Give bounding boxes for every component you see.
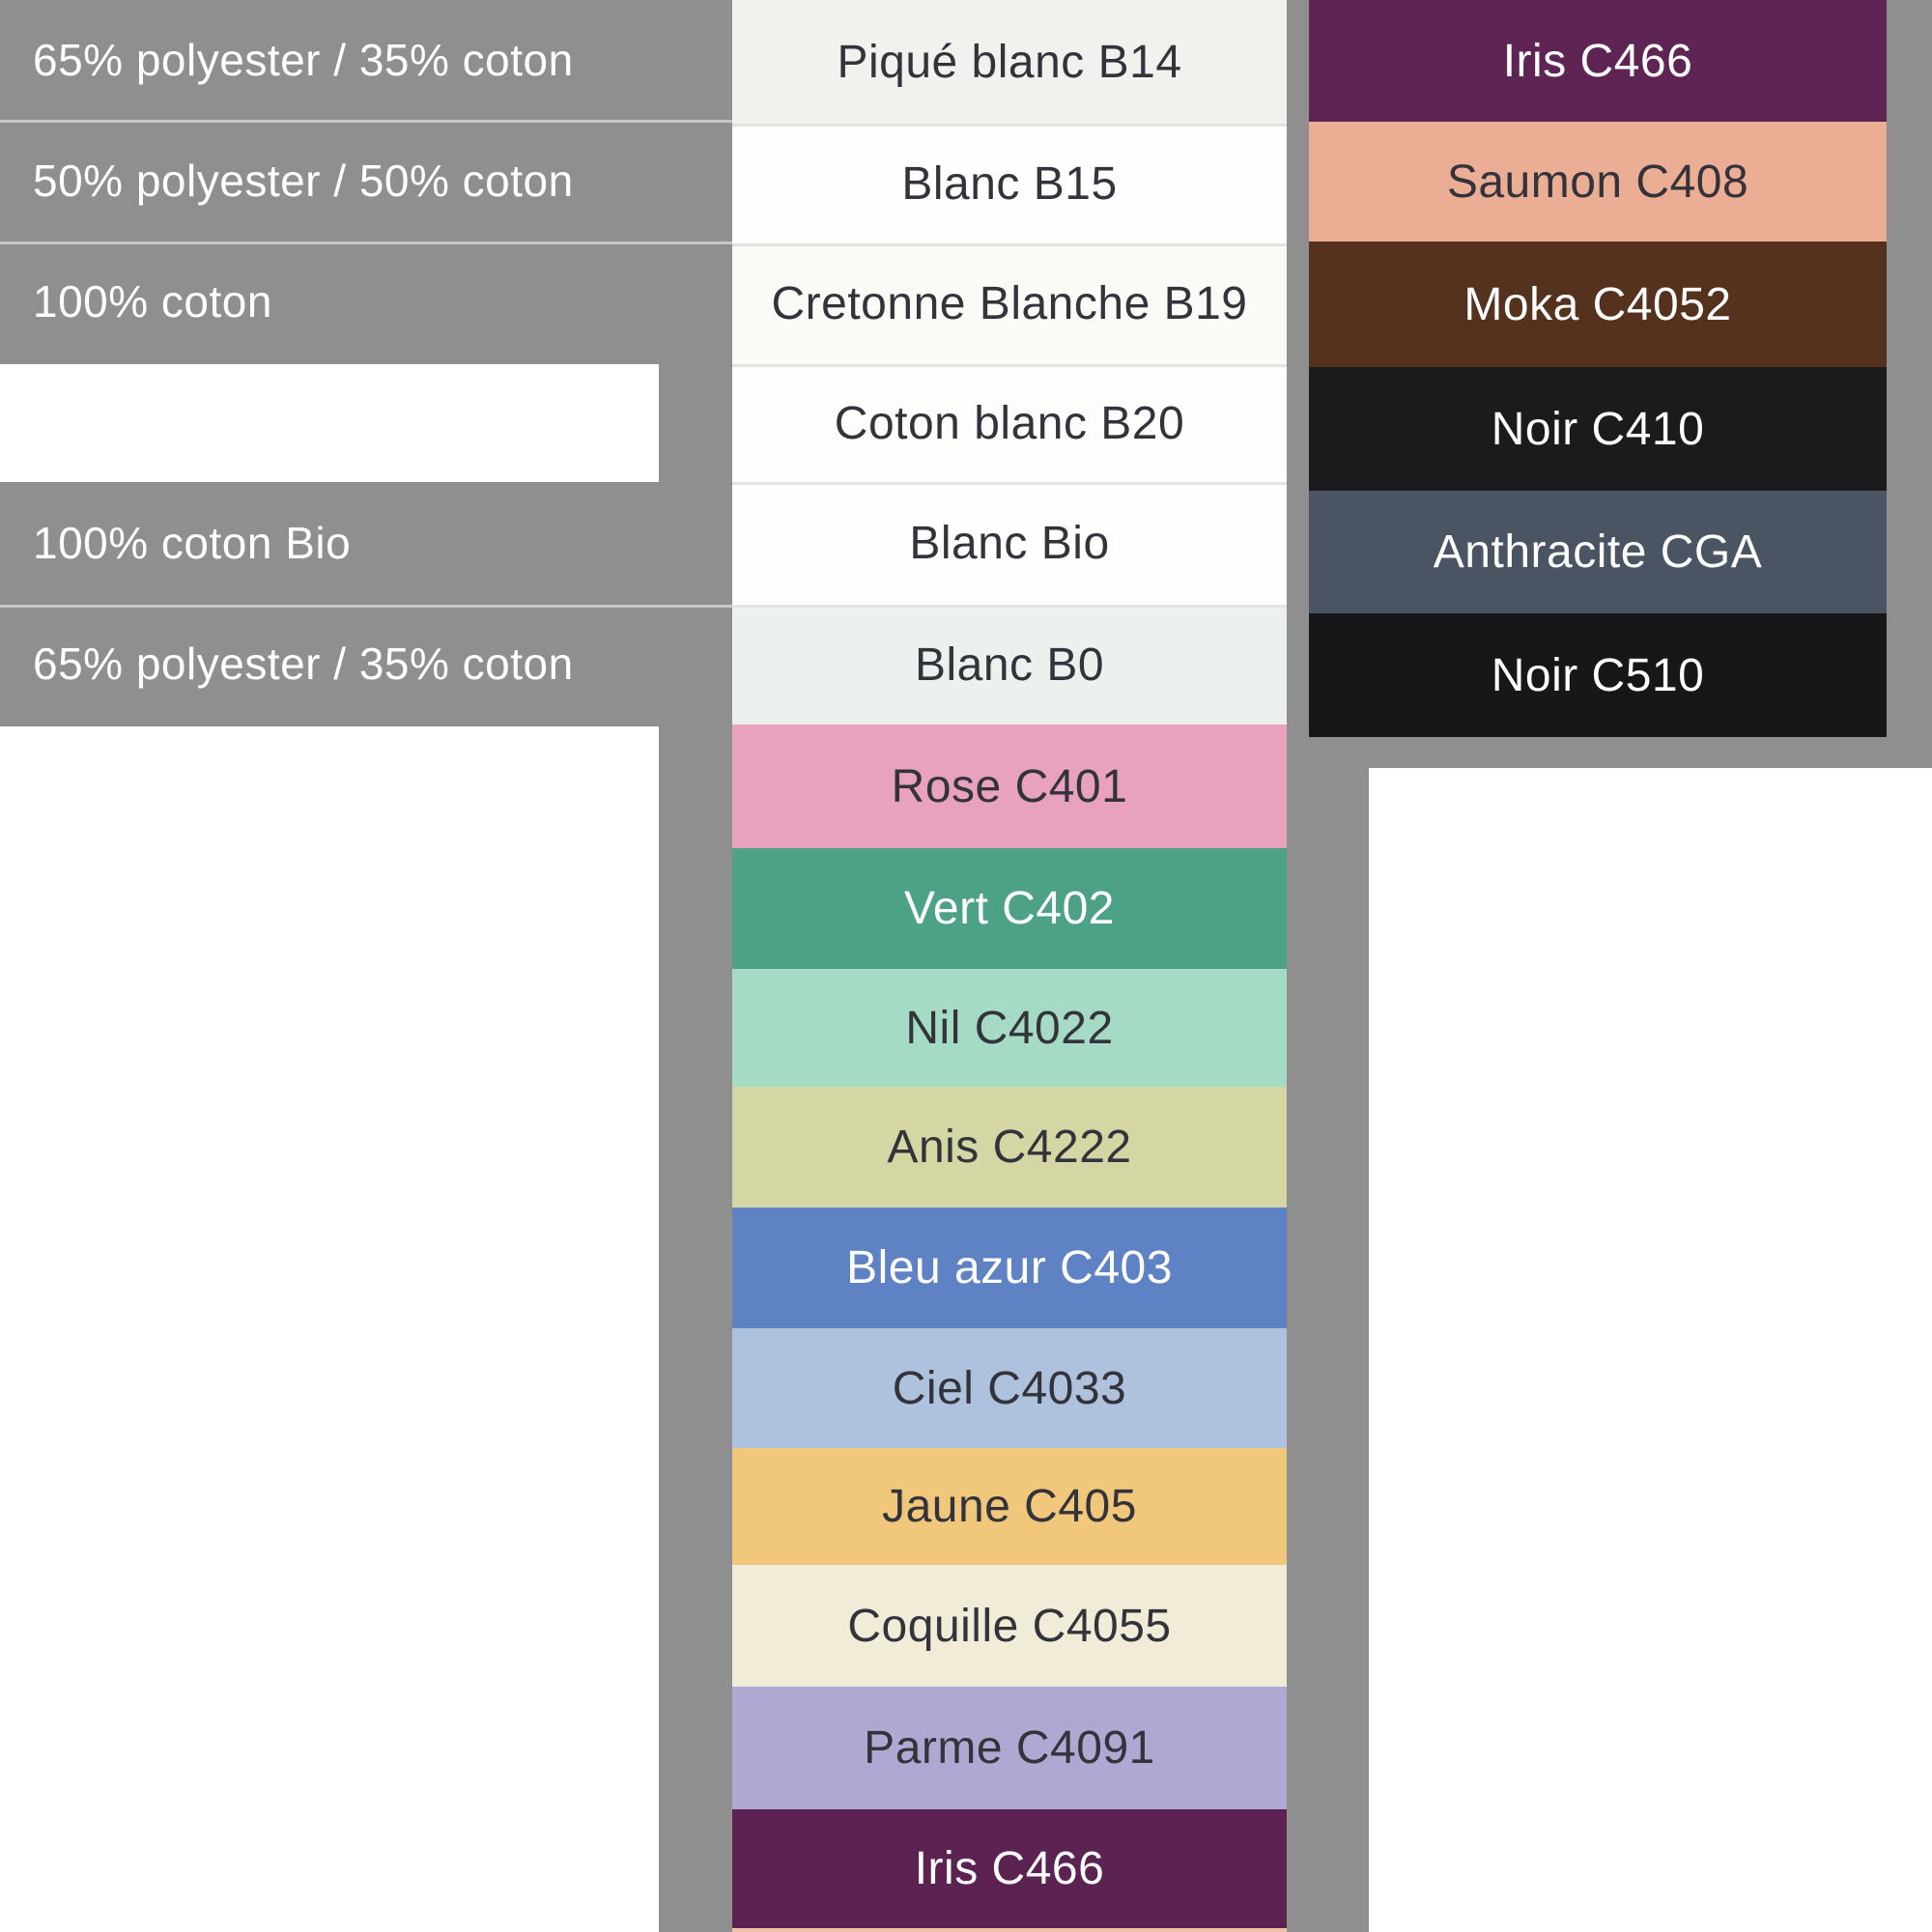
swatch-name-label: Parme C4091: [864, 1722, 1155, 1774]
swatch-name-label: Noir C410: [1491, 403, 1705, 455]
fabric-composition-label: 65% polyester / 35% coton: [33, 35, 574, 85]
swatch-name-label: Piqué blanc B14: [837, 36, 1182, 88]
swatch-name-label: Blanc B15: [901, 157, 1118, 210]
fabric-swatch-row: Iris C466: [732, 1809, 1287, 1928]
fabric-composition-label: 100% coton Bio: [33, 518, 352, 568]
fabric-swatch-row: Saumon C408: [1309, 122, 1887, 242]
fabric-swatch-row: Anis C4222: [732, 1087, 1287, 1208]
swatch-name-label: Anthracite CGA: [1433, 526, 1763, 578]
swatch-name-label: Coton blanc B20: [834, 397, 1185, 449]
fabric-swatch-row: Coquille C4055: [732, 1565, 1287, 1687]
fabric-swatch-row: Blanc Bio: [732, 482, 1287, 605]
gray-gutter-left-of-swatches: [659, 0, 732, 1932]
swatch-name-label: Jaune C405: [882, 1481, 1137, 1532]
swatch-name-label: Bleu azur C403: [846, 1242, 1173, 1293]
white-and-pastel-swatch-column: Piqué blanc B14 Blanc B15 Cretonne Blanche…: [732, 0, 1287, 1932]
blank-white-row-block: [0, 364, 659, 482]
swatch-name-label: Iris C466: [914, 1843, 1105, 1894]
row-divider-line: [0, 120, 732, 123]
swatch-name-label: Anis C4222: [887, 1122, 1132, 1173]
fabric-composition-label: 100% coton: [33, 276, 272, 327]
row-divider-line: [0, 242, 732, 244]
swatch-name-label: Blanc B0: [914, 639, 1105, 691]
gray-gutter-below-right-column: [1285, 768, 1369, 1932]
fabric-swatch-row: Nil C4022: [732, 969, 1287, 1087]
swatch-name-label: Coquille C4055: [847, 1600, 1172, 1652]
swatch-name-label: Cretonne Blanche B19: [771, 278, 1248, 329]
fabric-swatch-row: Noir C510: [1309, 613, 1887, 737]
swatch-name-label: Nil C4022: [905, 1002, 1114, 1054]
dark-swatch-column: Iris C466 Saumon C408 Moka C4052 Noir C410 A…: [1309, 0, 1887, 737]
fabric-swatch-row: Ciel C4033: [732, 1328, 1287, 1448]
fabric-swatch-row: Rose C401: [732, 724, 1287, 848]
fabric-composition-labels: 65% polyester / 35% coton 50% polyester /…: [0, 0, 732, 726]
fabric-swatch-row: Jaune C405: [732, 1448, 1287, 1565]
fabric-swatch-row: Iris C466: [1309, 0, 1887, 122]
fabric-swatch-row: Piqué blanc B14: [732, 0, 1287, 124]
fabric-swatch-row: Blanc B0: [732, 605, 1287, 724]
fabric-swatch-row: Cretonne Blanche B19: [732, 243, 1287, 364]
swatch-name-label: Ciel C4033: [892, 1362, 1127, 1414]
fabric-swatch-row: [732, 1928, 1287, 1932]
fabric-composition-label: 50% polyester / 50% coton: [33, 156, 574, 206]
swatch-name-label: Rose C401: [891, 760, 1128, 812]
fabric-swatch-row: Blanc B15: [732, 124, 1287, 243]
fabric-swatch-row: Noir C410: [1309, 367, 1887, 491]
fabric-swatch-row: Bleu azur C403: [732, 1208, 1287, 1328]
fabric-swatch-row: Parme C4091: [732, 1687, 1287, 1809]
swatch-name-label: Vert C402: [904, 883, 1115, 934]
swatch-name-label: Moka C4052: [1463, 278, 1732, 330]
fabric-swatch-row: Coton blanc B20: [732, 364, 1287, 482]
fabric-swatch-row: Moka C4052: [1309, 242, 1887, 367]
swatch-name-label: Noir C510: [1491, 649, 1705, 701]
fabric-composition-label: 65% polyester / 35% coton: [33, 639, 574, 689]
fabric-swatch-row: Anthracite CGA: [1309, 491, 1887, 613]
fabric-swatch-row: Vert C402: [732, 848, 1287, 969]
row-divider-line: [0, 605, 732, 608]
swatch-name-label: Iris C466: [1502, 35, 1693, 87]
swatch-name-label: Saumon C408: [1446, 156, 1749, 208]
swatch-name-label: Blanc Bio: [909, 518, 1110, 569]
